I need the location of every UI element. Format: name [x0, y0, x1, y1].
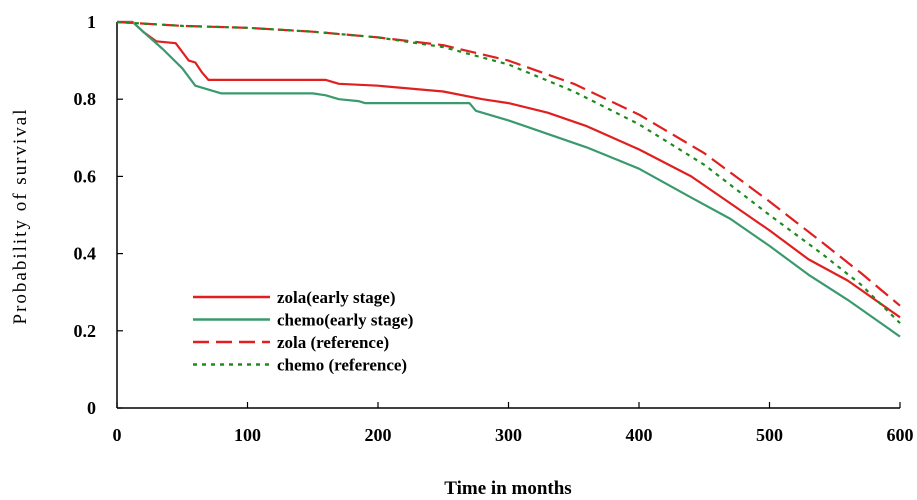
- series-line-1: [117, 20, 901, 319]
- series-lines: [116, 20, 901, 338]
- legend-label-1: zola(early stage): [277, 288, 395, 307]
- legend: zola(early stage) chemo(early stage) zola …: [193, 288, 413, 375]
- series-line-3: [116, 20, 901, 307]
- y-tick-label: 0.4: [74, 244, 97, 264]
- x-axis-title: Time in months: [444, 478, 571, 499]
- series-line-2: [117, 20, 901, 338]
- x-tick-label: 500: [756, 425, 783, 445]
- y-axis-title: Probability of survival: [10, 108, 31, 325]
- y-tick-label: 0.8: [74, 89, 97, 109]
- legend-label-4: chemo (reference): [277, 356, 407, 375]
- legend-label-2: chemo(early stage): [277, 311, 413, 330]
- x-tick-label: 400: [626, 425, 653, 445]
- legend-label-3: zola (reference): [277, 333, 389, 352]
- x-tick-label: 300: [495, 425, 522, 445]
- y-tick-label: 0.2: [74, 321, 97, 341]
- y-tick-label: 1: [87, 12, 96, 32]
- x-tick-label: 200: [365, 425, 392, 445]
- y-tick-label: 0: [87, 398, 96, 418]
- x-tick-label: 100: [234, 425, 261, 445]
- x-tick-label: 600: [887, 425, 914, 445]
- y-axis-ticks: 0 0.2 0.4 0.6 0.8 1: [74, 12, 123, 418]
- x-axis-ticks: 0 100 200 300 400 500 600: [113, 402, 914, 445]
- y-tick-label: 0.6: [74, 166, 97, 186]
- plot-area: 0 100 200 300 400 500 600 0 0.2 0.4 0.6 0.8 1: [74, 12, 914, 445]
- x-tick-label: 0: [113, 425, 122, 445]
- series-line-4: [116, 20, 901, 324]
